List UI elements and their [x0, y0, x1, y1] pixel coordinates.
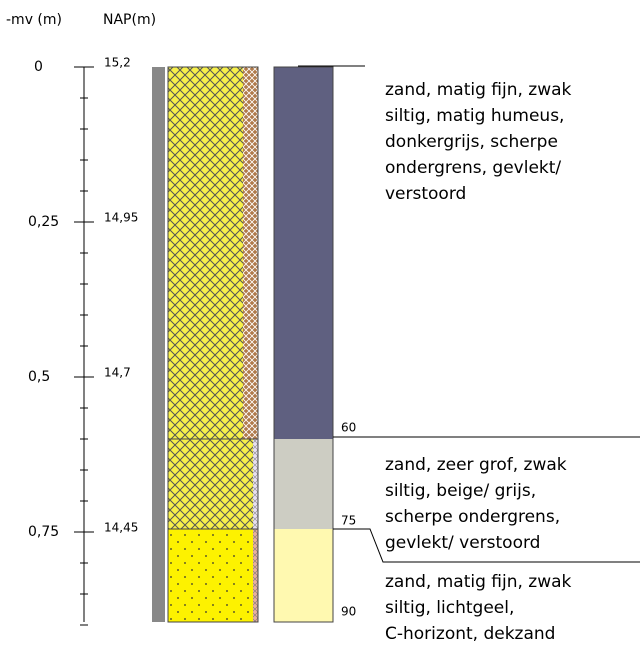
nap-label: 14,7 — [104, 366, 131, 380]
layer-description: C-horizont, dekzand — [385, 624, 555, 644]
nap-label: 15,2 — [104, 56, 131, 70]
depth-label: 0 — [34, 59, 43, 75]
layer-description: gevlekt/ verstoord — [385, 533, 540, 553]
layer-description: siltig, lichtgeel, — [385, 598, 514, 618]
layer-color — [274, 67, 333, 439]
layer-pattern — [168, 67, 243, 439]
layer-color — [274, 529, 333, 622]
layer-pattern — [253, 529, 258, 622]
layer-description: zand, matig fijn, zwak — [385, 80, 572, 100]
layer-description: donkergrijs, scherpe — [385, 132, 558, 152]
outlines — [167, 66, 334, 623]
layer-description: siltig, beige/ grijs, — [385, 481, 536, 501]
nap-header: NAP(m) — [103, 12, 156, 28]
layer-pattern — [168, 529, 253, 622]
layer-pattern — [253, 439, 258, 529]
layer-description: scherpe ondergrens, — [385, 507, 560, 527]
layer-description: verstoord — [385, 184, 466, 204]
layer-depth: 90 — [341, 605, 356, 619]
depth-label: 0,5 — [28, 369, 50, 385]
layer-pattern — [243, 67, 258, 439]
layer-description: zand, matig fijn, zwak — [385, 572, 572, 592]
layer-depth: 60 — [341, 421, 356, 435]
layer-description: ondergrens, gevlekt/ — [385, 158, 561, 178]
layer-depth: 75 — [341, 514, 356, 528]
layer-description: zand, zeer grof, zwak — [385, 455, 567, 475]
nap-label: 14,95 — [104, 211, 138, 225]
depth-label: 0,75 — [28, 524, 59, 540]
layer-color — [274, 439, 333, 529]
boundary-lines — [298, 65, 640, 563]
depth-header: -mv (m) — [6, 12, 62, 28]
depth-label: 0,25 — [28, 214, 59, 230]
layer-pattern — [168, 439, 253, 529]
nap-label: 14,45 — [104, 521, 138, 535]
grey-strip — [152, 67, 165, 622]
layer-description: siltig, matig humeus, — [385, 106, 564, 126]
